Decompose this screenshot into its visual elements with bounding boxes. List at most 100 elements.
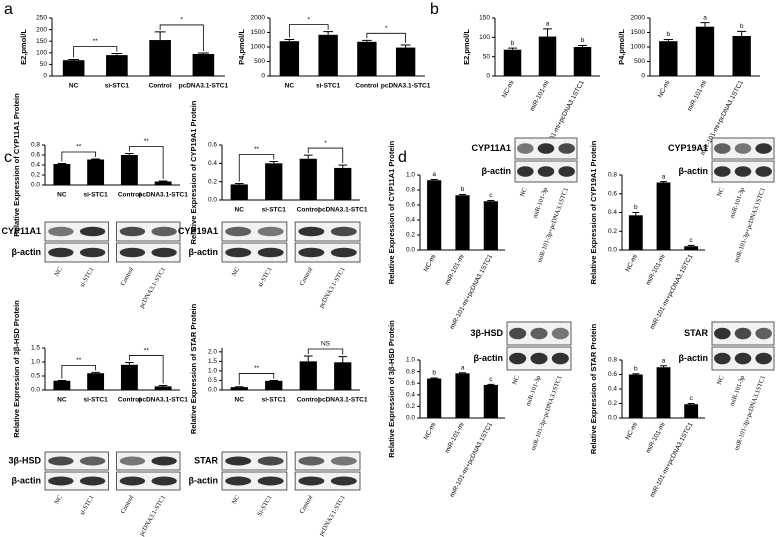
y-tick-label: 1000 <box>631 44 646 51</box>
error-bar <box>687 403 695 405</box>
bar <box>120 364 138 390</box>
bar <box>427 378 442 418</box>
significance-mark: ** <box>93 38 99 45</box>
y-tick-label: 0.4 <box>608 386 617 393</box>
y-axis-label: Relative Expression of CYP11A1 Protein <box>12 93 21 237</box>
y-tick-label: 0.2 <box>406 232 415 239</box>
y-tick-label: 0.2 <box>31 172 40 179</box>
bar <box>230 387 248 390</box>
significance-mark: * <box>324 140 327 147</box>
blot-band <box>79 247 106 258</box>
blot-band <box>79 476 106 486</box>
significance-letter: a <box>662 358 666 365</box>
bar <box>573 47 592 76</box>
x-tick-label: Control <box>355 83 378 90</box>
error-bar <box>700 22 710 27</box>
error-bar <box>543 28 552 37</box>
significance-mark: * <box>307 16 310 23</box>
y-tick-label: 250 <box>36 15 47 22</box>
y-tick-label: 0.0 <box>208 197 217 204</box>
bar <box>628 215 643 250</box>
y-tick-label: 200 <box>36 26 47 33</box>
y-tick-label: 0.2 <box>406 403 415 410</box>
significance-letter: c <box>690 237 694 244</box>
significance-letter: a <box>662 173 666 180</box>
y-tick-label: 0.8 <box>608 357 617 364</box>
significance-mark: NS <box>321 341 331 348</box>
error-bar <box>338 164 348 168</box>
y-tick-label: 1.0 <box>208 368 217 375</box>
significance-bracket <box>238 154 275 182</box>
significance-letter: a <box>546 21 550 28</box>
bar <box>149 40 171 76</box>
x-tick-label: si-STC1 <box>105 83 130 90</box>
blot-band <box>257 226 284 237</box>
blot-lane-label: Si-STC1 <box>256 494 273 517</box>
x-tick-label: NC-mi <box>624 421 639 441</box>
x-tick-label: pcDNA3.1-STC1 <box>318 397 368 404</box>
significance-letter: b <box>740 23 744 30</box>
significance-letter: c <box>489 192 493 199</box>
bar <box>503 49 522 76</box>
blot-row-label: CYP19A1 <box>178 226 218 236</box>
blot-row-label: 3β-HSD <box>9 455 42 465</box>
error-bar <box>632 212 640 216</box>
blot-band <box>330 456 357 466</box>
blot-band <box>48 247 74 258</box>
x-tick-label: NC <box>235 397 245 404</box>
y-tick-label: 0.0 <box>406 247 415 254</box>
significance-letter: b <box>634 365 638 372</box>
significance-letter: a <box>432 171 436 178</box>
error-bar <box>487 200 495 202</box>
panel-label: a <box>4 1 13 18</box>
bar <box>357 41 377 76</box>
blot-row-label: β-actin <box>12 475 42 485</box>
blot-band <box>530 352 548 365</box>
error-bar <box>687 244 695 247</box>
x-tick-label: Control <box>118 192 141 199</box>
y-tick-label: 0.6 <box>208 142 217 149</box>
bar <box>628 374 643 418</box>
error-bar <box>400 44 411 48</box>
x-tick-label: NC <box>285 83 295 90</box>
blot-lane-label: NC <box>231 266 242 277</box>
significance-mark: ** <box>254 146 260 153</box>
bar <box>265 163 283 200</box>
y-axis-label: Relative Expression of STAR Protein <box>189 303 198 434</box>
bar <box>53 164 71 185</box>
bar <box>483 201 498 250</box>
bar <box>87 373 105 390</box>
blot-band <box>734 166 752 177</box>
significance-letter: c <box>489 376 493 383</box>
significance-mark: ** <box>144 347 150 354</box>
y-tick-label: 100 <box>36 50 47 57</box>
blot-band <box>509 352 527 365</box>
bar <box>299 361 317 390</box>
error-bar <box>362 39 372 42</box>
blot-lane-label: miR-101-3p <box>729 375 746 407</box>
blot-lane-label: NC <box>511 375 521 386</box>
blot-lane-label: pcDNA3.1-STC1 <box>138 494 167 537</box>
significance-bracket <box>307 348 344 355</box>
y-tick-label: 0.6 <box>406 380 415 387</box>
blot-band <box>551 352 569 365</box>
blot-band <box>298 456 325 466</box>
bar <box>154 181 172 185</box>
significance-bracket <box>159 24 204 52</box>
bar <box>483 384 498 418</box>
blot-band <box>755 352 772 365</box>
significance-letter: b <box>511 40 515 47</box>
blot-band <box>330 476 357 486</box>
y-tick-label: 0 <box>43 73 47 80</box>
blot-band <box>298 247 325 258</box>
y-tick-label: 150 <box>36 38 47 45</box>
blot-lane-label: Control <box>119 266 135 287</box>
blot-band <box>537 143 555 154</box>
blot-band <box>257 476 284 486</box>
significance-mark: ** <box>254 365 260 372</box>
blot-band <box>119 456 146 466</box>
blot-band <box>714 166 731 177</box>
y-tick-label: 0.4 <box>208 160 217 167</box>
y-tick-label: 0.5 <box>208 377 217 384</box>
bar <box>732 35 751 76</box>
